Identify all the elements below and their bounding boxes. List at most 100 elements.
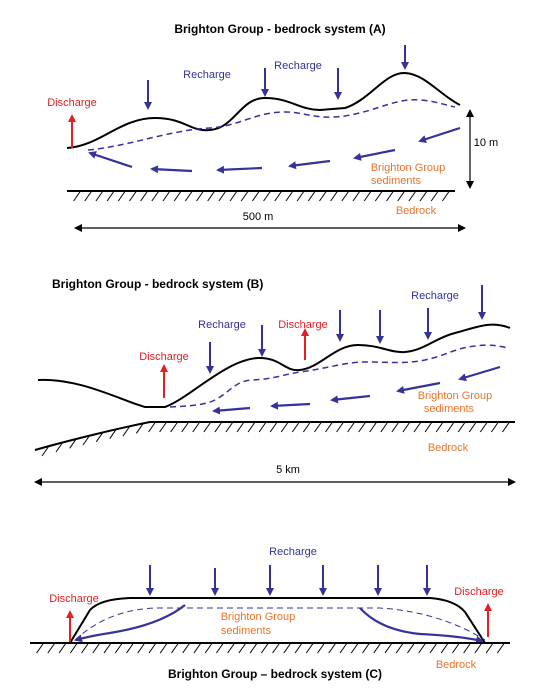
hatch (457, 421, 466, 433)
hatch (95, 431, 104, 442)
hatch (463, 642, 472, 654)
hatch (350, 642, 359, 654)
sediments-label: sediments (371, 175, 422, 187)
hatch (181, 421, 190, 433)
recharge-label: Recharge (183, 69, 231, 81)
flow-arrow (288, 159, 331, 170)
hatch (148, 421, 156, 433)
hatch (502, 421, 510, 433)
hatch (291, 421, 300, 433)
sediments-label: Brighton Group (418, 390, 493, 402)
hatch (328, 642, 337, 654)
water-table (87, 99, 456, 151)
sediments-label: sediments (424, 403, 475, 415)
hatch (203, 421, 212, 433)
bedrock-label: Bedrock (396, 205, 437, 217)
hatch (391, 421, 400, 433)
flow-arrow (216, 165, 263, 174)
hatch (317, 642, 325, 654)
hatch (204, 642, 213, 654)
hatch (229, 190, 238, 202)
hatch (424, 421, 433, 433)
hatch (362, 642, 370, 654)
hatch (474, 642, 483, 654)
flow-arrow (150, 165, 193, 174)
hatch (407, 642, 415, 654)
hatch (452, 642, 460, 654)
hatch (263, 190, 271, 202)
hatch (485, 642, 494, 654)
hatch (369, 421, 378, 433)
hatch (182, 642, 191, 654)
hatch (430, 190, 439, 202)
hatch (151, 190, 160, 202)
flow-arrow (458, 365, 501, 382)
hatch (442, 190, 450, 202)
hatch (173, 190, 182, 202)
hatch (69, 642, 78, 654)
discharge-label: Discharge (454, 586, 504, 598)
recharge-label: Recharge (198, 319, 246, 331)
hatch (238, 642, 247, 654)
sediments-label: sediments (221, 625, 272, 637)
panel-a: Brighton Group - bedrock system (A) Rech… (47, 22, 498, 232)
hatch (479, 421, 488, 433)
hatch (358, 421, 367, 433)
flow-line (359, 607, 421, 636)
discharge-label: Discharge (278, 319, 328, 331)
hatch (274, 190, 283, 202)
hatch (285, 190, 294, 202)
flow-arrow (270, 401, 311, 410)
flow-arrow (74, 631, 111, 643)
hatch (73, 190, 81, 202)
hatch (402, 421, 411, 433)
hatch (363, 190, 372, 202)
hatch (418, 642, 427, 654)
hatch (122, 425, 131, 437)
hatch (384, 642, 393, 654)
hatch (162, 190, 171, 202)
hatch (446, 421, 455, 433)
hatch (294, 642, 303, 654)
hatch (440, 642, 449, 654)
hatch (236, 421, 245, 433)
panel-title: Brighton Group - bedrock system (B) (52, 277, 263, 291)
hatch (137, 642, 146, 654)
panel-title: Brighton Group - bedrock system (A) (174, 22, 385, 36)
recharge-label: Recharge (274, 60, 322, 72)
flow-arrow (330, 394, 371, 404)
flow-arrow (419, 632, 484, 644)
water-table (169, 344, 509, 408)
hatch (296, 190, 305, 202)
discharge-label: Discharge (49, 593, 99, 605)
hatch (159, 642, 168, 654)
ground-surface (66, 71, 461, 149)
hatch (280, 421, 289, 433)
flow-arrow (88, 151, 133, 169)
discharge-label: Discharge (139, 351, 189, 363)
flow-arrow (396, 381, 441, 394)
hatch (159, 421, 168, 433)
recharge-label: Recharge (411, 290, 459, 302)
panel-b: Brighton Group - bedrock system (B) Rech… (34, 277, 516, 486)
hatch (419, 190, 428, 202)
hatch (109, 428, 118, 439)
hatch (258, 421, 267, 433)
hatch (36, 642, 45, 654)
sediments-label: Brighton Group (221, 611, 296, 623)
hatch (490, 421, 499, 433)
hatch (106, 190, 115, 202)
hatch (240, 190, 249, 202)
panel-title: Brighton Group – bedrock system (C) (168, 667, 382, 681)
hatch (374, 190, 383, 202)
bedrock-label: Bedrock (436, 659, 477, 671)
hatch (184, 190, 193, 202)
hatch (341, 190, 350, 202)
water-table (74, 607, 486, 641)
hatch (386, 190, 394, 202)
hatch (468, 421, 477, 433)
hatch (92, 642, 101, 654)
scale-label: 10 m (474, 137, 498, 149)
hatch (330, 190, 339, 202)
